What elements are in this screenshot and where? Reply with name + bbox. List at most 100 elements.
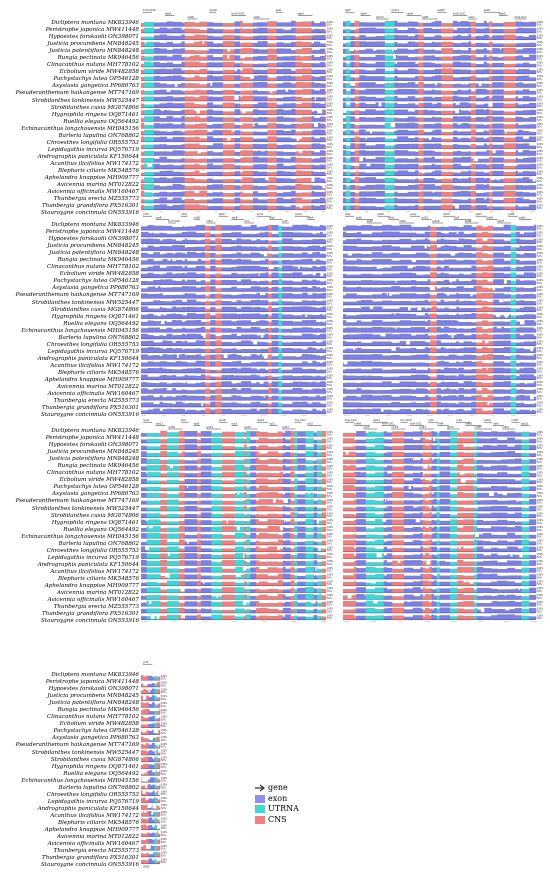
conservation-bar	[522, 89, 530, 95]
conservation-bar	[153, 335, 160, 339]
conservation-bar	[503, 28, 516, 33]
conservation-bar	[234, 532, 245, 539]
conservation-bar	[492, 206, 504, 210]
conservation-bar	[415, 163, 419, 169]
conservation-bar	[533, 314, 537, 319]
conservation-bar	[519, 355, 525, 360]
conservation-bar	[250, 541, 257, 545]
divergence-gap	[297, 264, 300, 269]
conservation-bar	[515, 49, 519, 54]
conservation-bar	[516, 266, 520, 271]
conservation-bar	[144, 68, 155, 74]
conservation-bar	[372, 274, 383, 278]
percent-label: 100%	[327, 306, 333, 309]
conservation-bar	[259, 260, 266, 265]
conservation-bar	[186, 260, 197, 265]
conservation-bar	[343, 75, 347, 81]
conservation-bar	[268, 281, 272, 285]
conservation-bar	[533, 253, 537, 258]
conservation-bar	[307, 274, 313, 278]
conservation-bar	[236, 349, 242, 353]
conservation-bar	[436, 247, 441, 251]
conservation-bar	[236, 294, 242, 299]
conservation-bar	[418, 109, 424, 115]
conservation-bar	[468, 21, 472, 27]
conservation-bar	[172, 306, 176, 312]
conservation-bar	[181, 260, 186, 265]
species-name: Justicia patentiflora MN848248	[49, 48, 139, 55]
conservation-bar	[215, 376, 222, 380]
conservation-bar	[427, 363, 431, 367]
conservation-bar	[234, 35, 241, 40]
conservation-bar	[240, 48, 243, 54]
conservation-bar	[384, 138, 395, 142]
divergence-gap	[413, 176, 416, 179]
conservation-bar	[283, 171, 292, 176]
conservation-bar	[271, 395, 279, 401]
conservation-bar	[423, 150, 433, 156]
conservation-bar	[382, 361, 392, 367]
conservation-bar	[350, 156, 356, 163]
conservation-bar	[166, 21, 173, 27]
conservation-bar	[519, 245, 525, 251]
conservation-bar	[523, 260, 535, 265]
conservation-bar	[384, 170, 395, 176]
conservation-bar	[324, 97, 327, 101]
conservation-bar	[194, 83, 200, 88]
conservation-bar	[146, 526, 161, 532]
conservation-bar	[399, 333, 412, 339]
conservation-bar	[476, 232, 483, 237]
conservation-bar	[458, 260, 464, 265]
percent-label: 50%	[327, 309, 332, 312]
conservation-bar	[345, 233, 357, 237]
conservation-bar	[384, 43, 395, 47]
conservation-bar	[321, 473, 327, 477]
conservation-bar	[517, 152, 524, 156]
conservation-bar	[147, 272, 154, 278]
conservation-bar	[457, 109, 461, 115]
conservation-bar	[181, 34, 185, 40]
conservation-bar	[252, 48, 259, 54]
conservation-bar	[315, 233, 321, 237]
conservation-bar	[315, 314, 321, 319]
conservation-bar	[267, 97, 277, 101]
percent-label: 100%	[327, 300, 333, 303]
conservation-bar	[257, 117, 268, 122]
conservation-bar	[418, 48, 424, 54]
conservation-bar	[313, 471, 318, 477]
conservation-bar	[200, 500, 212, 505]
conservation-bar	[207, 171, 214, 176]
species-name: Asystasia gangetica PP680763	[52, 285, 139, 292]
conservation-bar	[212, 22, 224, 27]
divergence-gap	[380, 407, 384, 412]
conservation-bar	[424, 342, 429, 346]
conservation-bar	[307, 375, 313, 380]
conservation-bar	[343, 21, 347, 27]
conservation-bar	[246, 507, 251, 511]
species-name: Hygrophila ringens OQ871461	[51, 313, 139, 320]
conservation-bar	[259, 354, 266, 360]
conservation-bar	[200, 306, 206, 312]
conservation-bar	[452, 157, 458, 163]
conservation-bar	[250, 313, 257, 319]
divergence-gap	[145, 545, 150, 550]
conservation-bar	[436, 401, 441, 407]
conservation-bar	[184, 500, 198, 505]
gene-label: ycf3	[143, 212, 149, 216]
conservation-bar	[443, 320, 449, 326]
conservation-bar	[255, 439, 260, 443]
conservation-bar	[301, 279, 308, 285]
conservation-bar	[282, 348, 293, 353]
percent-label: 50%	[537, 126, 542, 129]
conservation-bar	[482, 397, 488, 401]
conservation-bar	[207, 178, 214, 183]
conservation-bar	[276, 76, 284, 81]
axis-tick-label: 32k	[285, 210, 290, 212]
divergence-gap	[160, 319, 165, 325]
conservation-bar	[415, 354, 426, 360]
conservation-bar	[533, 294, 537, 299]
conservation-bar	[345, 245, 357, 251]
conservation-bar	[205, 238, 211, 244]
conservation-bar	[441, 144, 454, 149]
conservation-bar	[241, 226, 252, 231]
